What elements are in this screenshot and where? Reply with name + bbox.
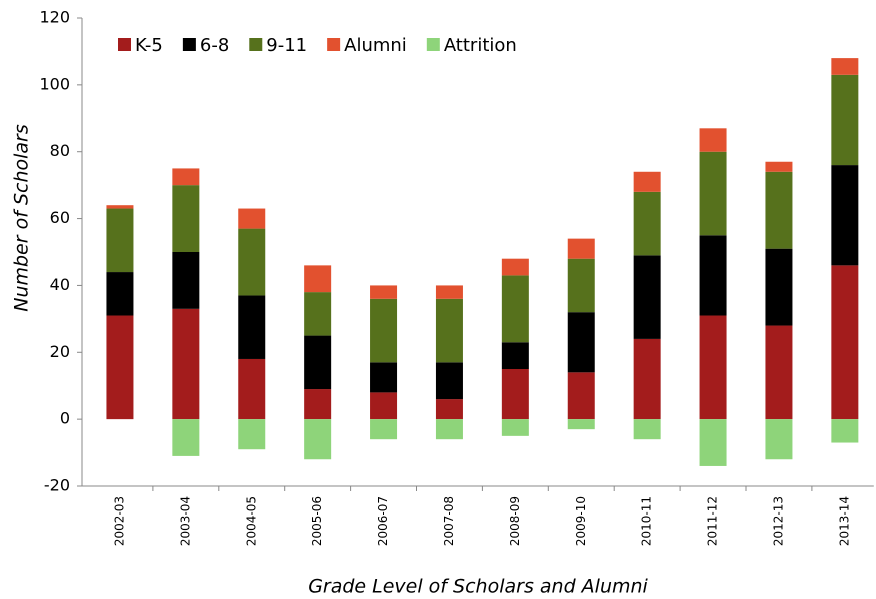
bar-segment xyxy=(501,369,529,420)
legend-label: K-5 xyxy=(135,35,163,56)
x-tick-label: 2004-05 xyxy=(244,496,258,546)
bar-segment xyxy=(435,285,463,299)
bar-segment xyxy=(238,228,266,296)
y-tick-label: 80 xyxy=(50,141,70,160)
bar-segment xyxy=(304,389,332,420)
x-tick-label: 2002-03 xyxy=(112,496,126,546)
bar-segment xyxy=(633,338,661,420)
bar-segment xyxy=(567,238,595,259)
y-tick-label: 20 xyxy=(50,342,70,361)
y-tick-label: 0 xyxy=(60,409,70,428)
x-tick-label: 2003-04 xyxy=(178,496,192,546)
bar-segment xyxy=(699,235,727,316)
bar-segment xyxy=(304,419,332,460)
bar-segment xyxy=(765,419,793,460)
bar-segment xyxy=(370,285,398,299)
bar-segment xyxy=(304,265,332,293)
bar-segment xyxy=(501,258,529,276)
bar-segment xyxy=(370,298,398,363)
bar-segment xyxy=(633,191,661,256)
bar-segment xyxy=(831,419,859,443)
bar-segment xyxy=(106,205,134,209)
bar-segment xyxy=(567,258,595,313)
legend-swatch xyxy=(182,38,196,51)
y-tick-label: -20 xyxy=(44,476,70,495)
bar-segment xyxy=(765,248,793,326)
bar-segment xyxy=(567,372,595,420)
bar-segment xyxy=(238,358,266,420)
bar-segment xyxy=(435,399,463,420)
bar-segment xyxy=(633,171,661,192)
x-tick-label: 2005-06 xyxy=(310,496,324,546)
bar-segment xyxy=(106,272,134,316)
bar-segment xyxy=(699,128,727,152)
bar-segment xyxy=(567,419,595,430)
bar-segment xyxy=(172,185,200,252)
bar-segment xyxy=(172,419,200,456)
bar-segment xyxy=(435,419,463,440)
bar-segment xyxy=(106,315,134,420)
bar-segment xyxy=(370,419,398,440)
bar-segment xyxy=(172,308,200,420)
bar-segment xyxy=(172,252,200,309)
legend-swatch xyxy=(426,38,440,51)
bar-segment xyxy=(633,255,661,339)
bar-segment xyxy=(304,335,332,390)
legend-swatch xyxy=(118,38,131,51)
bar-segment xyxy=(699,315,727,420)
bar-segment xyxy=(435,362,463,400)
bar-segment xyxy=(831,58,859,75)
legend-label: 6-8 xyxy=(200,35,229,56)
legend-label: Attrition xyxy=(444,35,517,56)
bar-segment xyxy=(238,295,266,359)
x-tick-label: 2012-13 xyxy=(771,496,785,546)
x-tick-label: 2010-11 xyxy=(640,496,654,546)
bar-segment xyxy=(501,275,529,343)
legend-label: Alumni xyxy=(344,35,407,56)
bar-segment xyxy=(106,208,134,273)
y-tick-label: 100 xyxy=(39,74,70,93)
bar-segment xyxy=(501,419,529,436)
bar-segment xyxy=(831,265,859,420)
y-tick-label: 120 xyxy=(39,8,70,27)
legend-swatch xyxy=(249,38,263,51)
legend-swatch xyxy=(327,38,341,51)
y-tick-label: 60 xyxy=(50,208,70,227)
x-tick-label: 2013-14 xyxy=(837,496,851,546)
x-tick-label: 2006-07 xyxy=(376,496,390,546)
legend-label: 9-11 xyxy=(266,35,307,56)
bar-segment xyxy=(435,298,463,363)
bar-segment xyxy=(238,419,266,450)
bar-segment xyxy=(370,392,398,420)
y-tick-label: 40 xyxy=(50,275,70,294)
bar-segment xyxy=(304,292,332,336)
bar-segment xyxy=(633,419,661,440)
x-tick-label: 2009-10 xyxy=(574,496,588,546)
bar-segment xyxy=(370,362,398,393)
x-tick-label: 2011-12 xyxy=(706,496,720,546)
bar-segment xyxy=(501,342,529,369)
x-axis-label: Grade Level of Scholars and Alumni xyxy=(308,576,648,598)
x-tick-label: 2008-09 xyxy=(508,496,522,546)
x-tick-label: 2007-08 xyxy=(442,496,456,546)
bar-segment xyxy=(831,165,859,266)
bar-segment xyxy=(765,325,793,420)
bar-segment xyxy=(172,168,200,186)
bar-segment xyxy=(567,312,595,373)
bar-segment xyxy=(765,171,793,249)
y-axis-label: Number of Scholars xyxy=(11,124,33,312)
bar-segment xyxy=(238,208,266,229)
bar-segment xyxy=(699,151,727,236)
bar-segment xyxy=(699,419,727,466)
bar-segment xyxy=(831,74,859,166)
bar-segment xyxy=(765,161,793,172)
